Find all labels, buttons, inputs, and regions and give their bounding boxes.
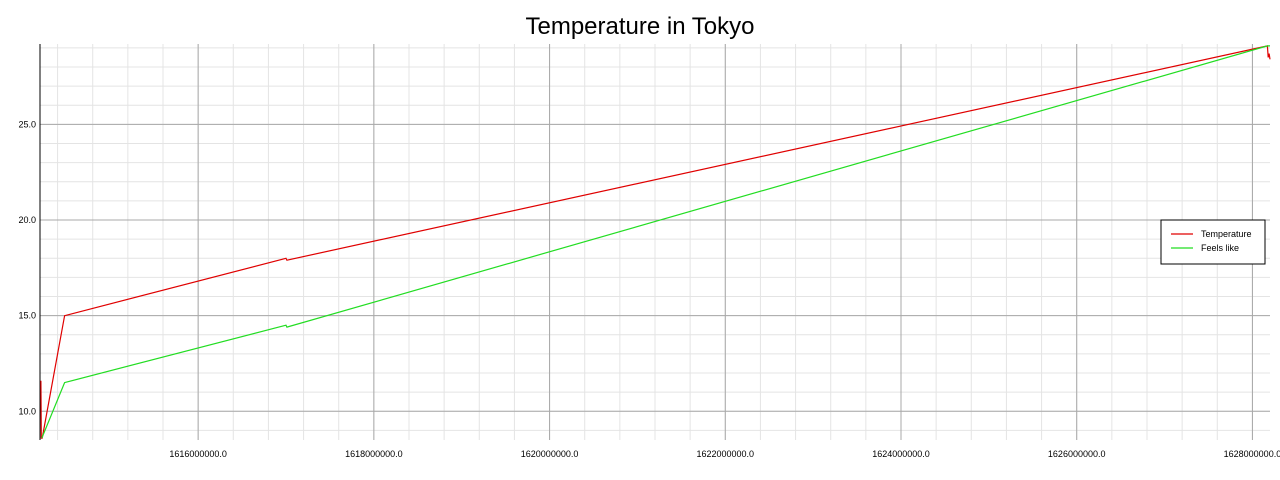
- y-tick-label: 15.0: [18, 311, 36, 321]
- x-tick-label: 1618000000.0: [345, 449, 403, 459]
- x-tick-label: 1624000000.0: [872, 449, 930, 459]
- y-tick-label: 10.0: [18, 406, 36, 416]
- y-tick-label: 20.0: [18, 215, 36, 225]
- tick-labels: 1616000000.0 1618000000.0 1620000000.0 1622…: [18, 119, 1280, 459]
- series-line-temperature: [40, 45, 1271, 439]
- legend-box: [1160, 219, 1266, 265]
- legend-label-feels-like: Feels like: [1201, 243, 1239, 253]
- series-lines: [40, 45, 1271, 439]
- legend: Temperature Feels like: [1160, 219, 1266, 265]
- y-tick-label: 25.0: [18, 119, 36, 129]
- legend-label-temperature: Temperature: [1201, 229, 1252, 239]
- x-tick-label: 1628000000.0: [1224, 449, 1280, 459]
- x-tick-label: 1616000000.0: [169, 449, 227, 459]
- series-line-feels-like: [41, 45, 1270, 439]
- x-tick-label: 1626000000.0: [1048, 449, 1106, 459]
- grid: [40, 44, 1270, 440]
- x-tick-label: 1622000000.0: [697, 449, 755, 459]
- chart-title: Temperature in Tokyo: [525, 13, 754, 40]
- x-tick-label: 1620000000.0: [521, 449, 579, 459]
